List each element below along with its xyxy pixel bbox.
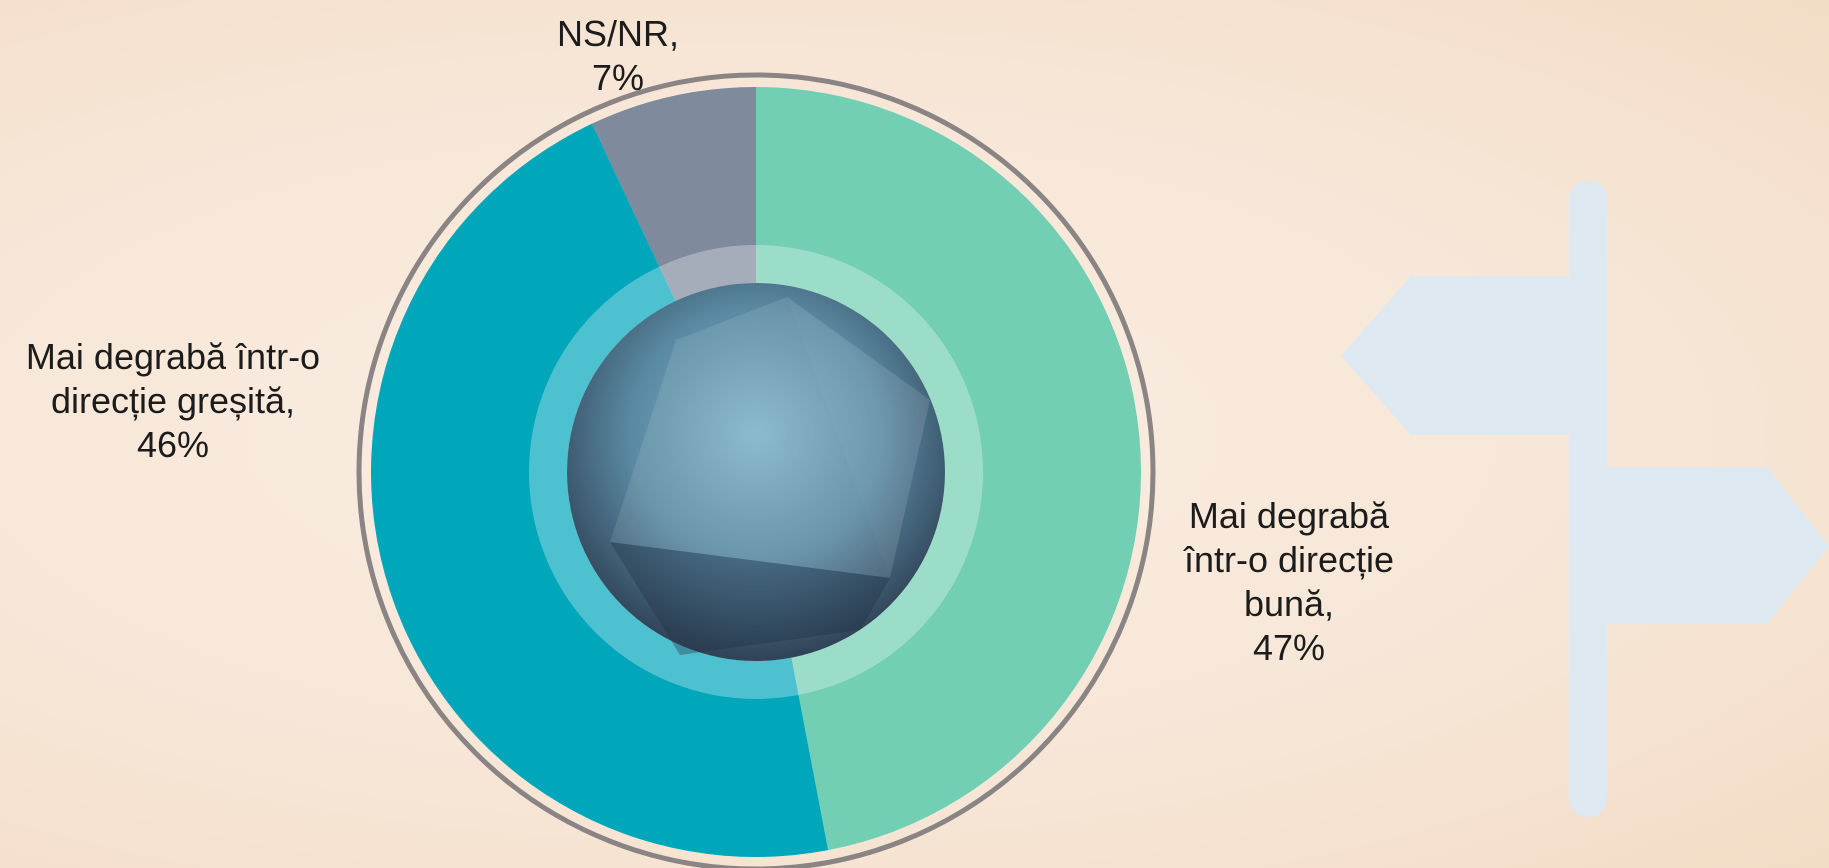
value-label: 7%	[468, 56, 768, 100]
slice-label: Mai degrabă într-o direcție bună,	[1158, 494, 1420, 626]
sign-right	[1607, 467, 1829, 624]
slice-label: Mai degrabă într-o direcție greșită,	[5, 335, 341, 423]
slice-label: NS/NR,	[468, 12, 768, 56]
page: NS/NR, 7% Mai degrabă într-o direcție gr…	[0, 0, 1829, 868]
value-label: 46%	[5, 423, 341, 467]
sign-left	[1341, 276, 1569, 435]
label-box: NS/NR, 7%	[468, 12, 768, 100]
label-box: Mai degrabă într-o direcție greșită, 46%	[5, 335, 341, 467]
value-label: 47%	[1158, 626, 1420, 670]
label-box: Mai degrabă într-o direcție bună, 47%	[1158, 494, 1420, 670]
sign-pole	[1569, 181, 1607, 817]
